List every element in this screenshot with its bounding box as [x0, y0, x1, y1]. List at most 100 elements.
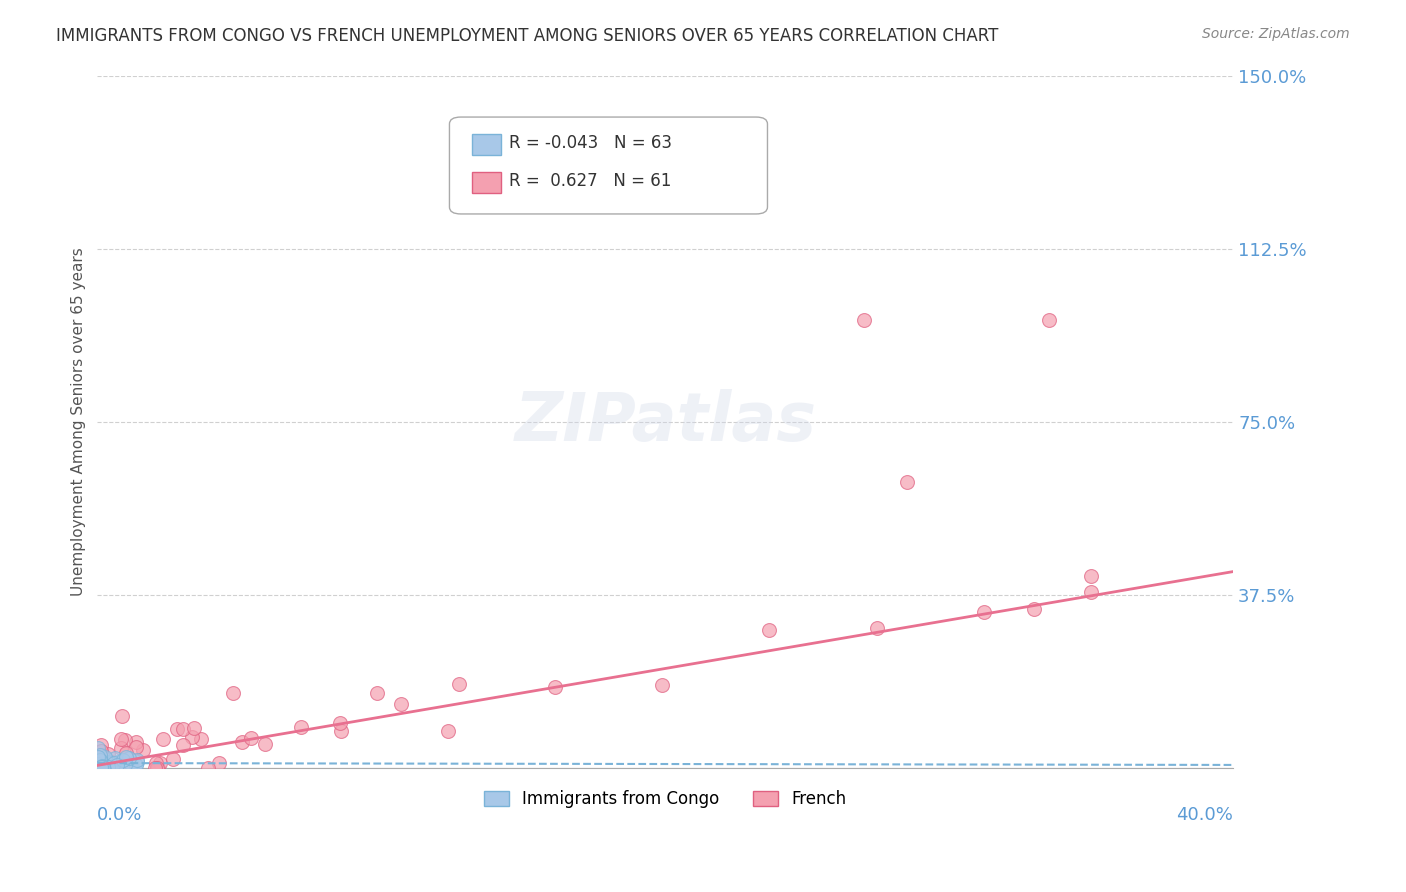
Point [89, 754, 111, 768]
Point [107, 755, 129, 769]
Point [107, 761, 129, 775]
Point [1080, 585, 1102, 599]
Point [89, 753, 111, 767]
Point [104, 761, 127, 775]
Text: 0.0%: 0.0% [97, 805, 143, 824]
Point [90, 759, 112, 773]
Point [389, 697, 412, 711]
FancyBboxPatch shape [472, 135, 501, 155]
Point [89, 760, 111, 774]
Point [152, 731, 174, 746]
Point [90, 759, 112, 773]
Point [172, 738, 194, 752]
Text: R = -0.043   N = 63: R = -0.043 N = 63 [509, 135, 672, 153]
Point [110, 761, 132, 775]
Point [197, 761, 219, 775]
Point [87, 759, 110, 773]
Point [90, 760, 112, 774]
Point [111, 753, 134, 767]
Point [124, 758, 146, 772]
Point [162, 751, 184, 765]
Text: 40.0%: 40.0% [1177, 805, 1233, 824]
Point [290, 720, 312, 734]
Point [172, 722, 194, 736]
Point [208, 756, 231, 771]
Point [87, 750, 110, 764]
Point [105, 761, 128, 775]
Point [865, 621, 887, 635]
Point [105, 758, 128, 772]
Y-axis label: Unemployment Among Seniors over 65 years: Unemployment Among Seniors over 65 years [72, 247, 86, 596]
Point [94, 751, 117, 765]
Point [89, 748, 111, 763]
Point [115, 750, 138, 764]
Point [87, 760, 110, 774]
Point [166, 723, 188, 737]
Point [93, 756, 115, 771]
Point [90, 754, 112, 768]
Point [118, 751, 141, 765]
Point [108, 754, 131, 768]
Point [1080, 569, 1102, 583]
Point [96, 755, 118, 769]
Point [145, 756, 167, 771]
Point [97, 760, 120, 774]
Point [447, 676, 470, 690]
Point [94, 761, 117, 775]
Point [103, 756, 125, 770]
Point [146, 761, 169, 775]
Point [120, 757, 142, 772]
Point [366, 685, 388, 699]
Point [97, 760, 120, 774]
Legend: Immigrants from Congo, French: Immigrants from Congo, French [478, 783, 853, 814]
Point [94, 749, 117, 764]
Point [98, 759, 121, 773]
Point [89, 758, 111, 772]
Point [97, 756, 120, 771]
Point [132, 742, 155, 756]
Point [96, 760, 118, 774]
Point [90, 760, 112, 774]
Point [651, 677, 673, 691]
Point [87, 740, 110, 755]
Point [90, 759, 112, 773]
Point [94, 760, 117, 774]
Point [87, 757, 110, 772]
Point [100, 761, 122, 775]
Point [104, 750, 127, 764]
Point [114, 733, 136, 747]
Point [90, 744, 112, 758]
Point [90, 759, 112, 773]
Point [89, 757, 111, 772]
Point [125, 734, 148, 748]
Point [436, 724, 458, 739]
Point [973, 605, 995, 619]
Point [231, 734, 253, 748]
Point [125, 753, 148, 767]
FancyBboxPatch shape [472, 172, 501, 194]
Point [114, 758, 136, 772]
Point [87, 757, 110, 772]
Point [222, 686, 245, 700]
Point [1038, 313, 1060, 327]
Point [148, 761, 170, 775]
Text: Source: ZipAtlas.com: Source: ZipAtlas.com [1202, 27, 1350, 41]
Text: R =  0.627   N = 61: R = 0.627 N = 61 [509, 172, 671, 190]
Point [143, 761, 166, 775]
Point [97, 747, 120, 762]
Point [87, 757, 110, 772]
Point [97, 760, 120, 774]
Point [190, 731, 212, 746]
FancyBboxPatch shape [450, 117, 768, 214]
Point [120, 761, 142, 775]
Point [125, 739, 148, 754]
Point [181, 730, 204, 744]
Point [87, 748, 110, 763]
Point [121, 759, 143, 773]
Point [90, 738, 112, 752]
Point [329, 715, 352, 730]
Text: ZIPatlas: ZIPatlas [515, 389, 817, 455]
Text: IMMIGRANTS FROM CONGO VS FRENCH UNEMPLOYMENT AMONG SENIORS OVER 65 YEARS CORRELA: IMMIGRANTS FROM CONGO VS FRENCH UNEMPLOY… [56, 27, 998, 45]
Point [90, 760, 112, 774]
Point [240, 731, 263, 745]
